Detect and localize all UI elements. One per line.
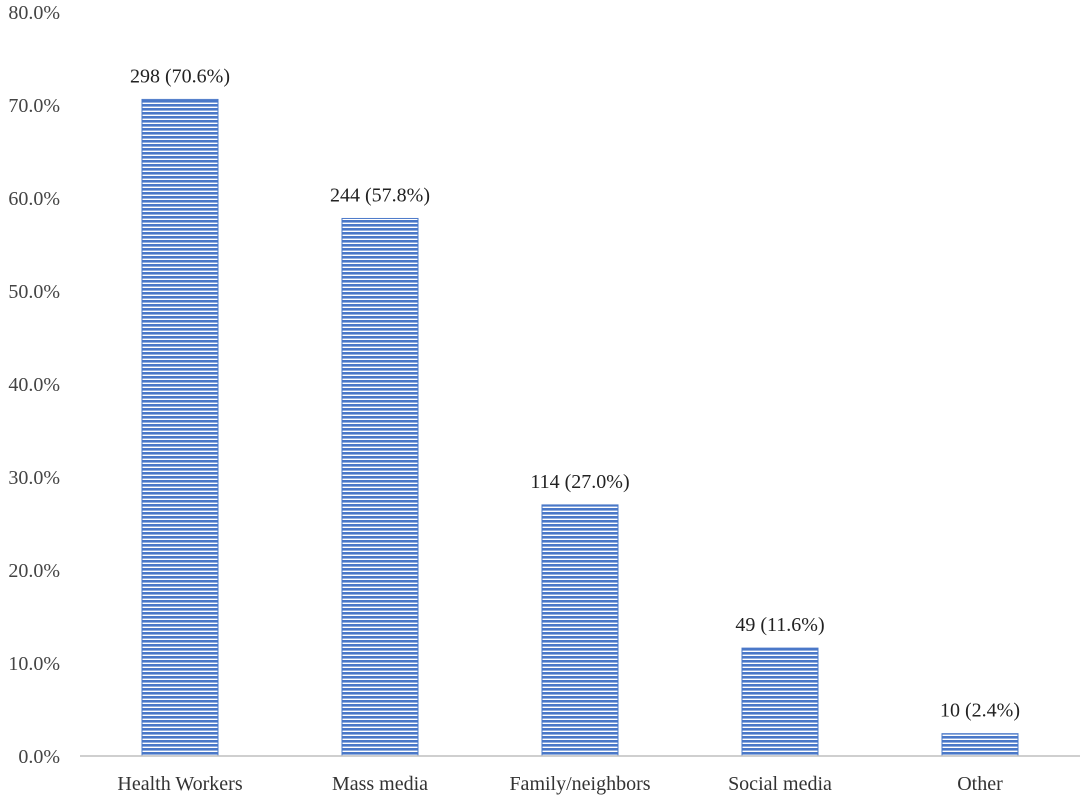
bar-data-label: 244 (57.8%) <box>330 184 430 206</box>
bar <box>941 733 1019 757</box>
y-tick-label: 60.0% <box>8 188 60 210</box>
y-tick-label: 50.0% <box>8 281 60 303</box>
y-tick-label: 70.0% <box>8 95 60 117</box>
y-tick-label: 20.0% <box>8 560 60 582</box>
bar-data-label: 114 (27.0%) <box>530 471 629 493</box>
y-tick-label: 0.0% <box>18 746 60 768</box>
x-category-label: Health Workers <box>117 773 242 795</box>
bar-data-label: 49 (11.6%) <box>735 614 824 636</box>
x-category-label: Social media <box>728 773 832 795</box>
y-tick-label: 40.0% <box>8 374 60 396</box>
bars-group <box>141 98 1019 757</box>
x-category-label: Mass media <box>332 773 428 795</box>
y-tick-label: 80.0% <box>8 2 60 24</box>
y-tick-label: 30.0% <box>8 467 60 489</box>
x-axis: Health Workers Mass media Family/neighbors… <box>80 755 1080 795</box>
y-axis: 0.0% 10.0% 20.0% 30.0% 40.0% 50.0% 60.0% 70.0% 8… <box>8 2 60 768</box>
x-category-label: Family/neighbors <box>509 773 650 795</box>
bar-data-label: 298 (70.6%) <box>130 65 230 87</box>
bar-data-label: 10 (2.4%) <box>940 700 1020 722</box>
bar <box>541 504 619 757</box>
bar <box>341 217 419 757</box>
bar <box>141 98 219 757</box>
x-category-label: Other <box>957 773 1003 795</box>
bar <box>741 647 819 757</box>
data-labels-group: 298 (70.6%) 244 (57.8%) 114 (27.0%) 49 (11.… <box>130 65 1020 721</box>
y-tick-label: 10.0% <box>8 653 60 675</box>
